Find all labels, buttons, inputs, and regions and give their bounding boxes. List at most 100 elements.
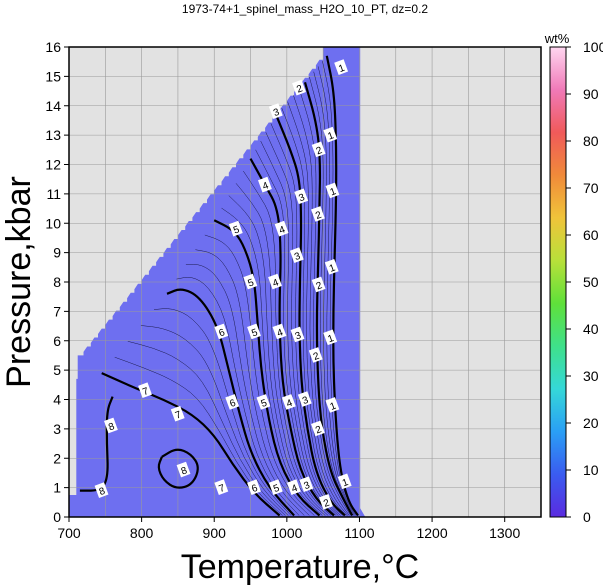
x-tick-label: 1100: [344, 525, 374, 541]
contour-label-box: [290, 326, 305, 343]
contour-label-box: [324, 259, 339, 275]
y-tick-label: 4: [53, 392, 61, 408]
contour-minor-line: [140, 325, 289, 516]
contour-label-box: [272, 323, 287, 340]
contour-label-box: [287, 479, 301, 495]
colorbar-tick-label: 30: [583, 368, 599, 384]
contour-minor-line: [221, 207, 323, 516]
contour-label-box: [337, 473, 352, 490]
colorbar: wt% 0 10 20 30 40 50 60 70 80 90 100: [544, 31, 603, 525]
x-tick-label: 900: [203, 525, 227, 541]
contour-minor-line: [317, 66, 356, 516]
contour-label: 2: [311, 206, 325, 222]
y-tick-label: 6: [53, 333, 61, 349]
contour-label: 8: [176, 461, 191, 478]
contour-label-text: 2: [315, 280, 324, 292]
contour-label-text: 7: [174, 409, 183, 421]
contour-label-text: 4: [278, 224, 287, 236]
x-axis-ticks: 700 800 900 1000 1100 1200 1300: [57, 517, 520, 541]
contour-line-6: [166, 288, 295, 517]
contour-minor-line: [243, 170, 332, 516]
contour-label: 1: [324, 259, 339, 275]
colorbar-tick-label: 10: [583, 462, 599, 478]
y-tick-label: 0: [53, 509, 61, 525]
contour-label: 1: [325, 182, 340, 198]
contour-label: 5: [256, 394, 271, 410]
contour-label-text: 3: [297, 192, 306, 204]
contour-label-box: [334, 59, 349, 75]
contour-label-text: 7: [218, 483, 227, 495]
contour-label-box: [325, 397, 340, 413]
contour-label-text: 8: [107, 421, 116, 433]
contour-label: 1: [325, 397, 340, 413]
contour-label-box: [294, 188, 309, 205]
contour-label-box: [289, 247, 304, 263]
contour-label-text: 5: [232, 224, 241, 236]
contour-minor-line: [228, 195, 326, 516]
contour-label: 7: [214, 479, 229, 495]
contour-minor-line: [313, 71, 355, 516]
contour-label-box: [323, 329, 338, 346]
contour-label-text: 7: [141, 386, 150, 398]
x-tick-label: 1200: [416, 525, 447, 541]
contour-minor-line: [176, 277, 300, 516]
contour-label: 1: [323, 329, 338, 346]
contour-label: 4: [287, 479, 301, 495]
contour-label-text: 4: [290, 483, 299, 495]
contour-label-text: 3: [293, 251, 302, 263]
contour-label: 2: [311, 141, 326, 158]
contour-label-box: [311, 141, 326, 158]
contour-label-box: [214, 323, 229, 340]
contour-label-text: 5: [260, 398, 269, 410]
colorbar-tick-label: 100: [583, 39, 603, 55]
contour-label-box: [243, 273, 258, 290]
contour-label-box: [247, 479, 261, 495]
contour-label: 3: [290, 326, 305, 343]
contour-label-text: 5: [247, 277, 256, 289]
contour-label: 8: [94, 482, 109, 498]
y-tick-label: 8: [53, 274, 61, 290]
contour-label-text: 4: [285, 398, 294, 410]
contour-label-text: 3: [294, 330, 303, 342]
contour-label-text: 2: [314, 210, 323, 222]
contour-label-box: [176, 461, 191, 478]
contour-label-box: [256, 394, 271, 410]
y-tick-label: 11: [46, 186, 61, 202]
y-tick-label: 5: [53, 362, 61, 378]
contour-label-box: [323, 126, 338, 143]
contour-label: 5: [268, 479, 283, 495]
y-tick-label: 13: [45, 127, 61, 143]
contour-label-box: [274, 220, 289, 237]
y-tick-label: 15: [45, 68, 61, 84]
contour-label: 3: [299, 476, 314, 492]
contour-label-text: 6: [228, 398, 237, 410]
contour-label-box: [268, 479, 283, 495]
contour-label-box: [308, 347, 323, 363]
colorbar-title: wt%: [544, 31, 570, 46]
contour-label: 4: [272, 323, 287, 340]
y-tick-label: 7: [53, 303, 61, 319]
contour-label: 6: [214, 323, 229, 340]
contour-label-box: [311, 206, 325, 222]
x-axis-label: Temperature,°C: [181, 548, 419, 586]
y-tick-label: 3: [53, 421, 61, 437]
contour-label-box: [104, 417, 118, 434]
contour-label: 4: [281, 394, 296, 410]
colorbar-ticks: 0 10 20 30 40 50 60 70 80 90 100: [566, 39, 603, 525]
contour-label-box: [268, 273, 282, 290]
contour-label-text: 2: [295, 83, 304, 95]
contour-label: 6: [225, 394, 240, 410]
contour-line-8: [157, 448, 199, 489]
x-tick-label: 800: [130, 525, 154, 541]
y-tick-label: 9: [53, 245, 61, 261]
contour-label-text: 1: [328, 262, 337, 274]
contour-label-box: [170, 405, 185, 422]
contour-label: 6: [247, 479, 261, 495]
colorbar-tick-label: 50: [583, 274, 599, 290]
contour-minor-line: [204, 234, 315, 516]
contour-label-text: 2: [315, 145, 324, 157]
contour-label-box: [319, 494, 333, 510]
contour-label-box: [292, 79, 306, 96]
contour-label-text: 2: [312, 351, 321, 363]
